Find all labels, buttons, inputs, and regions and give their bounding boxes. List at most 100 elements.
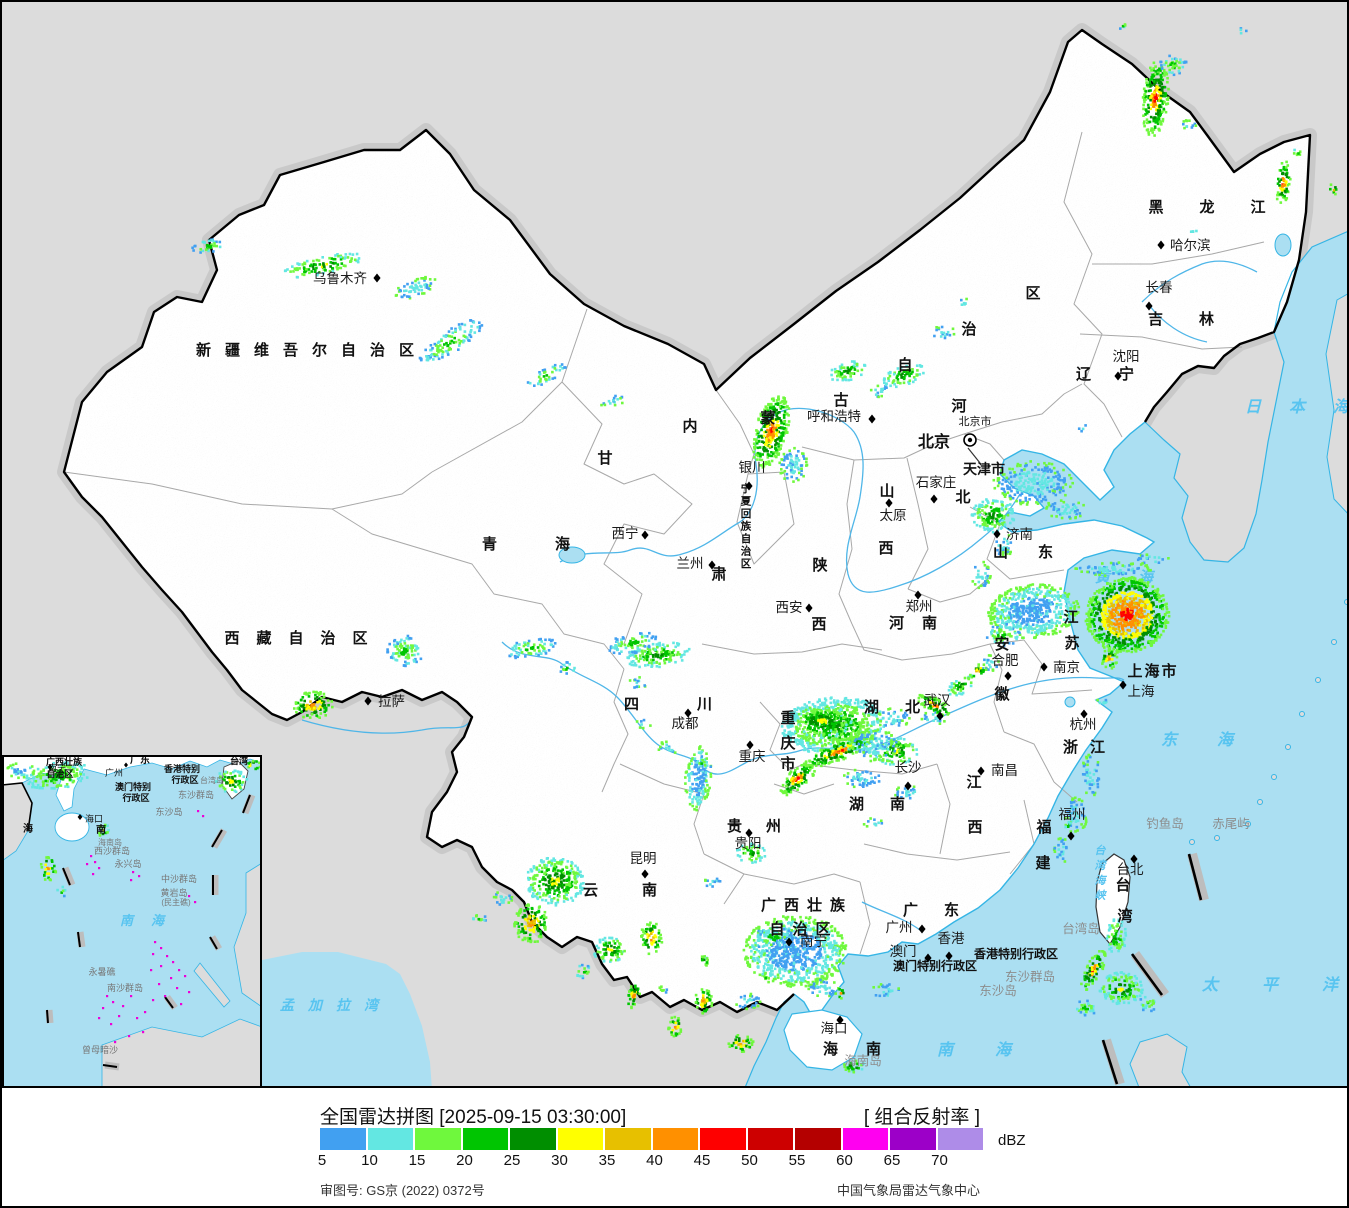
province-label: 西 [784, 897, 799, 914]
province-label: 陕 [812, 556, 827, 574]
province-label: 上 [1127, 663, 1142, 680]
city-marker [1114, 371, 1122, 381]
province-label: 肃 [711, 565, 726, 583]
city-label: 昆明 [630, 851, 657, 866]
sea-label: 孟 [280, 997, 295, 1013]
map-title: 全国雷达拼图 [2025-09-15 03:30:00] [320, 1107, 627, 1128]
inset-label: 永暑礁 [88, 966, 115, 977]
city-label: 长沙 [895, 760, 922, 775]
city-label: 呼和浩特 [807, 409, 861, 424]
city-marker [1145, 301, 1153, 311]
province-label: 北 [905, 699, 920, 716]
province-label: 江 [1250, 198, 1265, 216]
sea-label: 台 [1095, 844, 1107, 857]
city-label: 沈阳 [1113, 349, 1140, 364]
province-label: 海 [1144, 662, 1159, 680]
sea-label: 日 [1245, 399, 1262, 416]
sea-label: 加 [307, 997, 324, 1013]
province-label: 南 [922, 614, 937, 632]
province-label: 北京 [918, 432, 950, 451]
colorbar-value: 50 [741, 1152, 758, 1169]
province-label: 内 [682, 417, 697, 435]
china-radar-map: 日本海黄海东海南海太平洋孟加拉湾台湾海峡黑龙江吉林辽宁内蒙古自治区新疆维吾尔自治… [2, 2, 1347, 1088]
province-label: 壮 [807, 896, 822, 914]
province-label: 贵 [727, 817, 742, 835]
colorbar-value: 15 [408, 1152, 426, 1169]
colorbar-swatch [652, 1128, 698, 1150]
inset-label: 东沙群岛 [178, 789, 214, 800]
bay-of-bengal [262, 952, 432, 1088]
city-label: 乌鲁木齐 [313, 271, 367, 286]
sea-label: 拉 [336, 997, 352, 1013]
sar-label: 澳门特别行政区 [893, 958, 977, 973]
colorbar [320, 1128, 983, 1150]
inset-label: 行政区 [121, 792, 149, 803]
province-label: 自 [769, 920, 784, 938]
island-label: 东沙岛 [979, 983, 1017, 998]
colorbar-swatch [367, 1128, 413, 1150]
city-marker [745, 828, 753, 838]
sea-label: 湾 [1095, 859, 1108, 872]
inset-label: 自治区 [46, 768, 73, 779]
city-label: 西宁 [612, 525, 639, 541]
city-marker [1067, 831, 1075, 841]
city-label: 哈尔滨 [1170, 238, 1211, 253]
province-label: 东 [944, 901, 959, 919]
colorbar-swatch [700, 1128, 746, 1150]
inset-label: 东沙岛 [155, 806, 182, 817]
sea-label: 海 [1333, 398, 1347, 416]
province-label: 湾 [1117, 907, 1132, 925]
province-label: 区 [399, 342, 414, 359]
colorbar-swatch [510, 1128, 556, 1150]
city-label: 武汉 [924, 693, 952, 708]
city-label: 兰州 [677, 556, 704, 571]
japan-land [1325, 293, 1347, 514]
product-name: [ 组合反射率 ] [863, 1107, 980, 1128]
sea-label: 南 [937, 1041, 956, 1059]
province-label: 吉 [1148, 310, 1163, 328]
city-marker [1004, 671, 1012, 681]
province-label: 苏 [1064, 634, 1079, 652]
province-label: 治 [320, 629, 335, 647]
sea-label: 海 [995, 1041, 1014, 1059]
province-label: 林 [1199, 310, 1215, 328]
city-marker [77, 814, 83, 820]
province-label: 治 [961, 320, 976, 338]
colorbar-value: 60 [836, 1152, 853, 1169]
province-label: 云 [583, 882, 598, 899]
inset-label: 曾母暗沙 [82, 1044, 118, 1055]
colorbar-swatch [557, 1128, 603, 1150]
province-label: 安 [994, 635, 1009, 653]
city-marker [836, 1015, 844, 1025]
city-marker [641, 869, 649, 879]
province-label: 西 [224, 630, 239, 647]
province-label: 州 [765, 818, 781, 835]
city-label: 南昌 [991, 763, 1018, 778]
province-label: 宁 [741, 482, 752, 495]
province-label: 自 [288, 629, 303, 647]
national-border [62, 28, 1312, 1014]
island-label: 钓鱼岛 [1146, 816, 1184, 831]
province-label: 南 [642, 881, 657, 899]
island-label: 东沙群岛 [1005, 969, 1055, 984]
city-marker [885, 498, 893, 508]
city-label: 太原 [880, 508, 907, 523]
colorbar-swatch [842, 1128, 888, 1150]
sea-label: 湾 [364, 997, 381, 1013]
province-label: 江 [1063, 608, 1078, 626]
province-label: 辽 [1076, 366, 1091, 383]
province-label: 海 [555, 535, 570, 553]
city-marker [805, 603, 813, 613]
inset-label: 广州 [105, 767, 123, 778]
city-label: 郑州 [906, 599, 933, 614]
inset-label: 行政区 [170, 774, 198, 785]
luzon-land [1129, 1033, 1192, 1088]
city-label: 重庆 [739, 749, 766, 764]
province-label: 江 [1090, 738, 1105, 756]
province-label: 自 [897, 356, 912, 374]
city-marker [746, 740, 754, 750]
inset-label: 永兴岛 [114, 858, 141, 869]
province-label: 龙 [1198, 198, 1214, 216]
sea-label: 本 [1289, 398, 1307, 416]
